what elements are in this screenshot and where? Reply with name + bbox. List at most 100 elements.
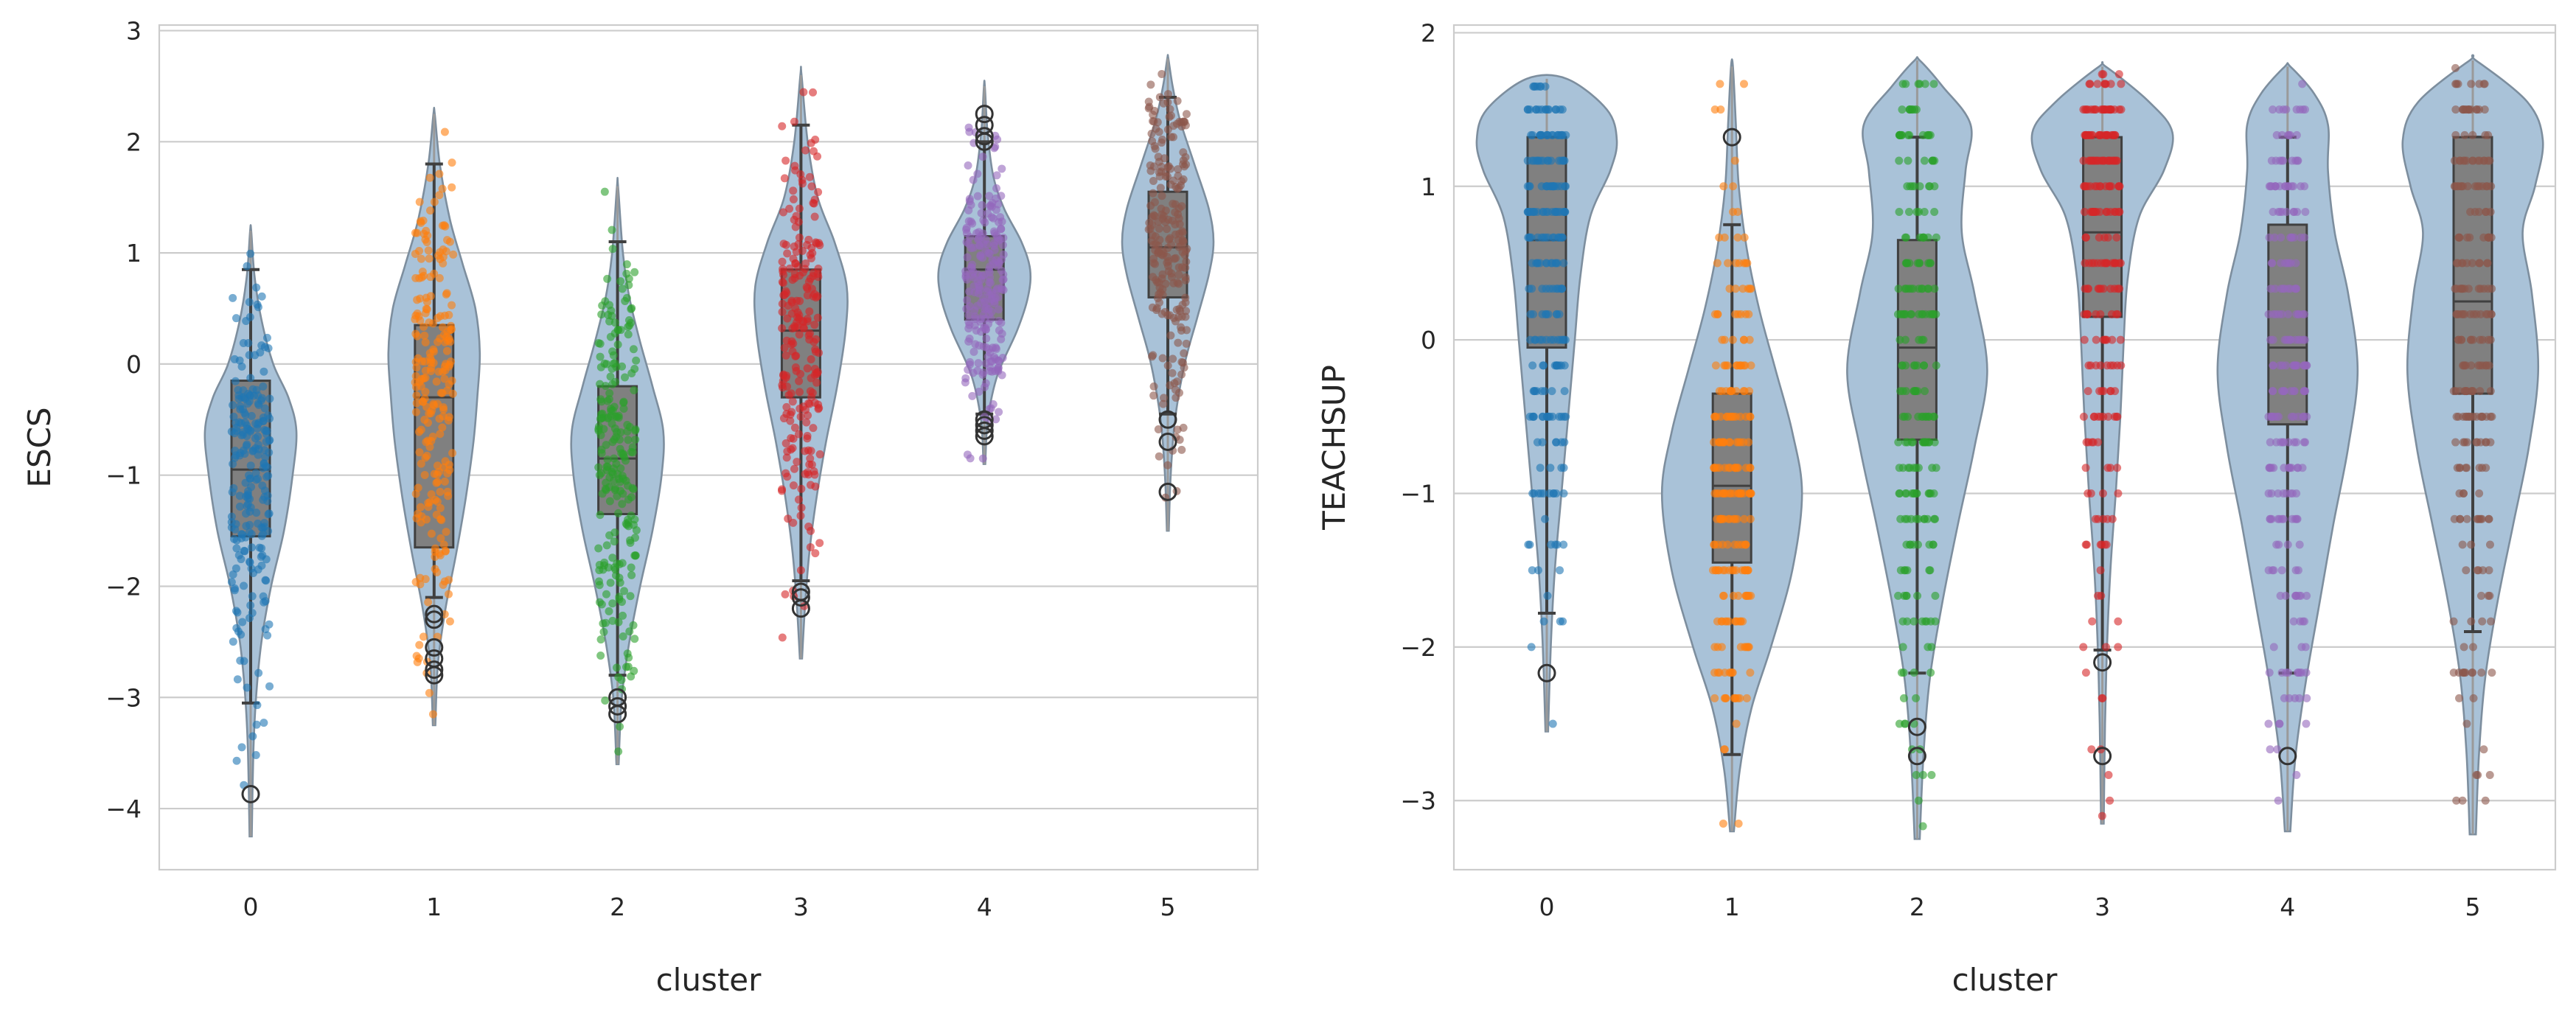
strip-point <box>2274 208 2283 217</box>
strip-point <box>624 436 633 444</box>
strip-point <box>2115 284 2124 293</box>
strip-point <box>1172 394 1180 402</box>
strip-point <box>789 195 798 203</box>
strip-point <box>2292 105 2301 114</box>
strip-point <box>2267 182 2276 191</box>
strip-point <box>448 301 456 310</box>
strip-point <box>1907 284 1915 293</box>
strip-point <box>618 500 627 509</box>
strip-point <box>2462 412 2471 421</box>
strip-point <box>986 314 995 323</box>
strip-point <box>2302 694 2311 702</box>
strip-point <box>984 209 992 218</box>
strip-point <box>245 528 254 537</box>
strip-point <box>1907 105 1916 114</box>
strip-point <box>2452 412 2461 421</box>
teachsup-y-tick-labels: −3 −2 −1 0 1 2 <box>1400 18 1436 815</box>
strip-point <box>2293 514 2302 523</box>
strip-point <box>1725 284 1734 293</box>
strip-point <box>1537 233 1546 242</box>
strip-point <box>610 528 619 537</box>
strip-point <box>265 394 274 403</box>
strip-point <box>1557 130 1566 139</box>
strip-point <box>611 571 620 580</box>
strip-point <box>616 464 625 473</box>
strip-point <box>2265 668 2274 677</box>
strip-point <box>1896 335 1904 344</box>
strip-point <box>606 579 615 587</box>
strip-point <box>1177 313 1186 321</box>
strip-point <box>962 304 971 313</box>
strip-point <box>2110 156 2119 165</box>
strip-point <box>2081 464 2090 472</box>
strip-point <box>2455 489 2464 498</box>
strip-point <box>414 509 422 518</box>
strip-point <box>2265 233 2274 242</box>
x-tick-label: 1 <box>1724 893 1740 921</box>
strip-point <box>1179 237 1188 245</box>
strip-point <box>1930 284 1939 293</box>
strip-point <box>1174 338 1183 347</box>
strip-point <box>814 400 823 409</box>
strip-point <box>1545 105 1553 114</box>
strip-point <box>2112 233 2121 242</box>
strip-point <box>2469 412 2478 421</box>
strip-point <box>1525 284 1534 293</box>
strip-point <box>790 464 798 473</box>
strip-point <box>2101 182 2110 191</box>
strip-point <box>1719 819 1727 828</box>
strip-point <box>246 520 254 529</box>
strip-point <box>1903 566 1912 575</box>
strip-point <box>1182 257 1191 266</box>
strip-point <box>981 379 990 388</box>
strip-point <box>235 356 244 365</box>
strip-point <box>1746 514 1755 523</box>
strip-point <box>809 424 818 433</box>
strip-point <box>602 541 611 550</box>
strip-point <box>1736 361 1745 370</box>
strip-point <box>2482 208 2490 217</box>
strip-point <box>1930 208 1939 217</box>
y-tick-label: −3 <box>105 683 142 712</box>
strip-point <box>2462 233 2471 242</box>
strip-point <box>1177 177 1186 186</box>
strip-point <box>1906 540 1915 549</box>
strip-point <box>1169 122 1178 130</box>
strip-point <box>262 427 271 436</box>
strip-point <box>797 484 806 493</box>
strip-point <box>260 598 268 607</box>
strip-point <box>2274 412 2283 421</box>
strip-point <box>994 293 1003 302</box>
strip-point <box>441 547 450 556</box>
strip-point <box>985 291 994 300</box>
y-tick-label: 0 <box>1421 326 1436 355</box>
strip-point <box>2468 668 2477 677</box>
strip-point <box>2468 259 2476 268</box>
strip-point <box>248 592 257 601</box>
strip-point <box>1918 233 1927 242</box>
strip-point <box>425 688 434 697</box>
strip-point <box>795 388 804 397</box>
strip-point <box>779 279 787 287</box>
strip-point <box>996 213 1005 222</box>
strip-point <box>622 269 631 278</box>
strip-point <box>420 471 429 480</box>
strip-point <box>1537 387 1546 396</box>
y-tick-label: 2 <box>1421 18 1436 47</box>
strip-point <box>239 405 248 413</box>
strip-point <box>813 368 822 377</box>
strip-point <box>2103 208 2112 217</box>
strip-point <box>433 497 442 506</box>
strip-point <box>2266 284 2275 293</box>
strip-point <box>237 743 246 752</box>
strip-point <box>595 471 604 480</box>
strip-point <box>265 436 274 445</box>
strip-point <box>790 117 798 126</box>
strip-point <box>2275 105 2284 114</box>
strip-point <box>2275 719 2284 728</box>
strip-point <box>235 502 244 511</box>
strip-point <box>998 354 1007 363</box>
strip-point <box>992 171 1001 180</box>
outlier-marker <box>975 116 994 135</box>
strip-point <box>975 241 984 250</box>
